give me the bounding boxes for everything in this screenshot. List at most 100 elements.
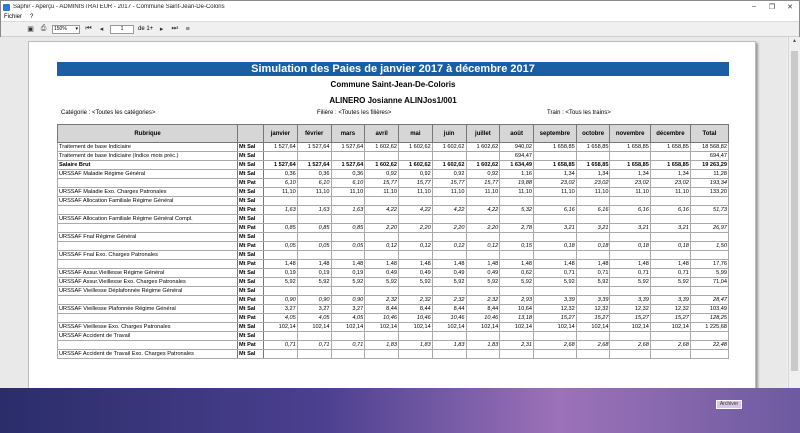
month-cell: 0,49 (398, 268, 433, 278)
month-cell: 1,48 (296, 259, 332, 269)
month-cell: 15,27 (609, 313, 651, 323)
month-cell (465, 151, 501, 161)
month-cell: 4,22 (364, 205, 399, 215)
month-cell: 1 658,85 (533, 160, 577, 170)
amount-type-cell: Mt Pat (237, 223, 264, 233)
rubrique-cell (57, 340, 238, 350)
month-cell: 0,36 (263, 169, 298, 179)
category-filter: Catégorie : <Toutes les catégories> (61, 110, 156, 116)
options-icon[interactable]: ≡ (185, 25, 190, 33)
month-cell: 1,34 (575, 169, 611, 179)
prev-page-icon[interactable]: ◂ (99, 26, 104, 33)
total-cell (689, 286, 730, 296)
table-row: URSSAF Maladie Exo. Charges Patronales Mt… (57, 187, 730, 197)
rubrique-cell: URSSAF Accident de Travail (57, 331, 238, 341)
archive-button[interactable]: Archiver (716, 400, 742, 409)
month-cell: 1,83 (364, 340, 399, 350)
vertical-scrollbar[interactable]: ▴ (788, 37, 800, 394)
month-cell: 23,02 (609, 178, 651, 188)
desktop-background (0, 388, 800, 433)
month-cell (533, 196, 577, 206)
month-cell (499, 250, 534, 260)
month-cell: 0,18 (575, 241, 611, 251)
month-cell: 8,44 (465, 304, 501, 314)
month-cell: 2,78 (499, 223, 534, 233)
month-cell: 2,32 (398, 295, 433, 305)
month-cell (609, 286, 651, 296)
month-cell: 5,92 (465, 277, 501, 287)
rubrique-cell: URSSAF Allocation Familiale Régime Génér… (57, 196, 238, 206)
next-page-icon[interactable]: ▸ (159, 26, 164, 33)
amount-type-cell: Mt Sal (237, 160, 264, 170)
amount-type-cell: Mt Sal (237, 232, 264, 242)
table-row: Mt Pat 6,10 6,10 6,10 15,77 15,77 15,77 15,77 19… (57, 178, 730, 188)
month-cell: 102,14 (263, 322, 298, 332)
month-cell (296, 331, 332, 341)
page-input[interactable] (110, 24, 134, 34)
month-cell: 0,36 (330, 169, 366, 179)
month-cell (649, 232, 691, 242)
month-cell: 2,32 (431, 295, 467, 305)
scroll-thumb[interactable] (791, 51, 798, 371)
month-cell: 2,68 (609, 340, 651, 350)
table-row: URSSAF Allocation Familiale Régime Génér… (57, 214, 730, 224)
month-cell (465, 232, 501, 242)
month-cell: 1 658,85 (649, 142, 691, 152)
menu-help[interactable]: ? (30, 14, 34, 20)
month-cell: 15,27 (649, 313, 691, 323)
month-cell (499, 286, 534, 296)
amount-type-cell: Mt Pat (237, 313, 264, 323)
month-cell: 0,18 (609, 241, 651, 251)
month-cell (431, 232, 467, 242)
month-cell: 0,71 (575, 268, 611, 278)
month-cell (263, 151, 298, 161)
month-cell (533, 232, 577, 242)
rubrique-cell (57, 178, 238, 188)
month-cell: 11,10 (575, 187, 611, 197)
scroll-up-icon[interactable]: ▴ (792, 38, 796, 44)
amount-type-cell: Mt Sal (237, 331, 264, 341)
save-icon[interactable]: ▣ (27, 26, 34, 33)
last-page-icon[interactable]: ⏭ (171, 25, 178, 32)
total-cell: 133,20 (689, 187, 730, 197)
month-cell: 5,92 (609, 277, 651, 287)
month-cell: 10,46 (431, 313, 467, 323)
employee-name: ALINERO Josianne ALINJos1/001 (329, 96, 457, 105)
month-cell: 102,14 (431, 322, 467, 332)
month-cell (398, 250, 433, 260)
month-cell: 12,32 (649, 304, 691, 314)
month-cell (330, 214, 366, 224)
month-cell (263, 331, 298, 341)
month-cell: 23,02 (575, 178, 611, 188)
month-cell (330, 349, 366, 359)
month-cell: 3,21 (533, 223, 577, 233)
chevron-down-icon: ▾ (75, 26, 78, 32)
minimize-icon[interactable]: – (752, 3, 756, 10)
month-cell: 1 602,62 (398, 160, 433, 170)
report-page: Simulation des Paies de janvier 2017 à d… (28, 41, 756, 394)
month-cell (263, 349, 298, 359)
maximize-icon[interactable]: ❐ (768, 4, 776, 11)
print-icon[interactable]: ⎙ (40, 25, 47, 32)
total-cell (689, 250, 730, 260)
rubrique-cell: Traitement de base Indiciaire (57, 142, 238, 152)
month-cell (296, 232, 332, 242)
column-header: Total (689, 124, 730, 143)
amount-type-cell: Mt Sal (237, 214, 264, 224)
first-page-icon[interactable]: ⏮ (85, 25, 92, 32)
month-cell (431, 250, 467, 260)
column-header: mai (398, 124, 433, 143)
close-icon[interactable]: ✕ (787, 4, 793, 11)
menu-bar: Fichier ? (1, 13, 799, 22)
month-cell (609, 250, 651, 260)
month-cell (533, 349, 577, 359)
zoom-select[interactable]: 150% ▾ (52, 24, 80, 34)
menu-fichier[interactable]: Fichier (4, 14, 23, 20)
rubrique-cell: URSSAF Assur.Vieillesse Régime Général (57, 268, 238, 278)
amount-type-cell: Mt Pat (237, 340, 264, 350)
month-cell (649, 196, 691, 206)
month-cell (431, 286, 467, 296)
month-cell: 6,16 (649, 205, 691, 215)
month-cell: 0,71 (330, 340, 366, 350)
total-cell: 694,47 (689, 151, 730, 161)
